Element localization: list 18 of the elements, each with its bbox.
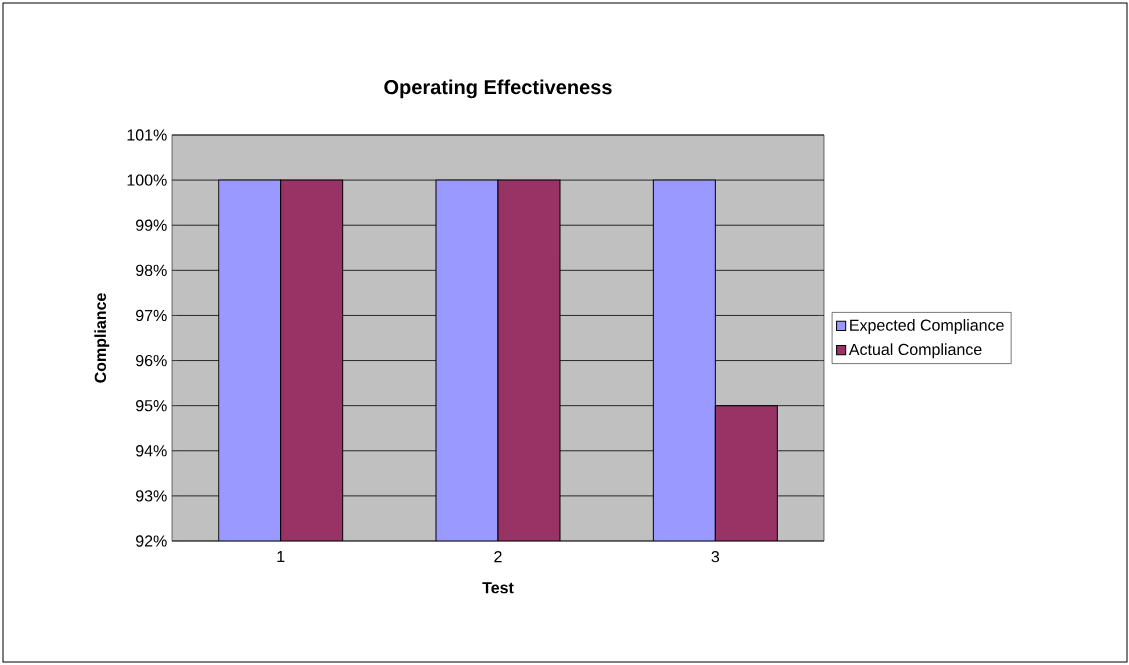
y-tick-label: 95% xyxy=(136,400,167,412)
y-tick-label: 93% xyxy=(136,490,167,502)
y-tick-label: 100% xyxy=(127,174,167,186)
x-tick-label: 1 xyxy=(277,551,285,563)
x-axis-title: Test xyxy=(482,582,514,594)
y-tick-label: 96% xyxy=(136,354,167,367)
y-tick-label: 94% xyxy=(136,445,167,457)
y-axis-title: Compliance xyxy=(94,293,110,383)
y-tick-label: 97% xyxy=(136,309,167,322)
x-tick-label: 3 xyxy=(711,551,720,563)
chart-title: Operating Effectiveness xyxy=(384,79,612,99)
x-tick-label: 2 xyxy=(494,551,502,563)
y-tick-label: 99% xyxy=(136,219,167,231)
legend-label: Expected Compliance xyxy=(850,319,1004,334)
y-tick-label: 92% xyxy=(136,535,167,547)
y-tick-label: 98% xyxy=(136,264,167,276)
y-tick-label: 101% xyxy=(127,129,167,141)
legend-label: Actual Compliance xyxy=(848,343,982,359)
